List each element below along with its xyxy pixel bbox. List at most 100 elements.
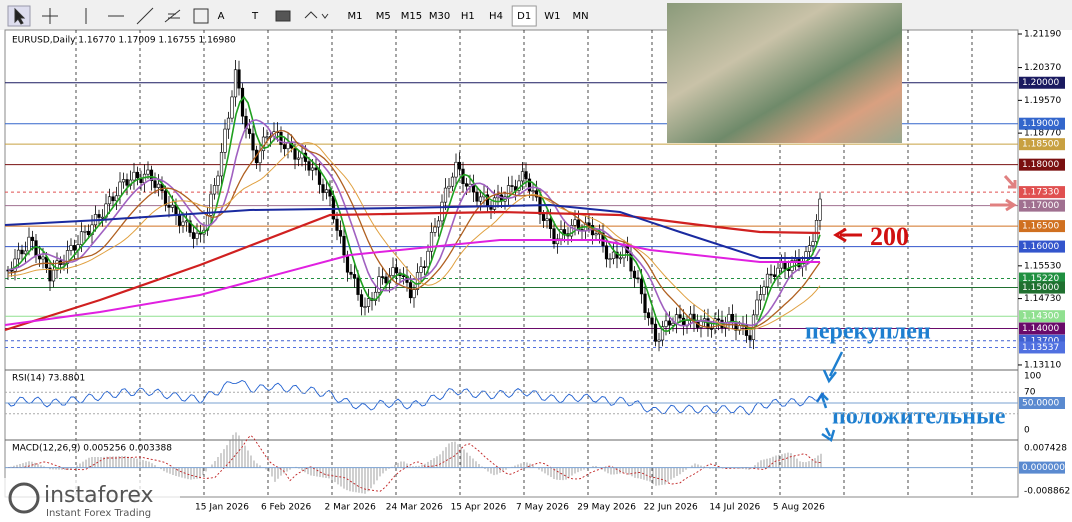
candle-body [426,250,430,268]
candle-body [636,277,640,280]
candle-body [279,132,283,145]
candle-body [436,220,441,228]
timeframe-button[interactable]: M1 [348,11,363,22]
candle-body [293,147,297,160]
candle-body [401,275,406,277]
tool-button[interactable]: T [251,11,259,22]
overbought-annotation: перекуплен [805,319,931,345]
candle-body [338,230,343,237]
candle-body [660,326,665,341]
candle-body [492,197,497,210]
macd-label: MACD(12,26,9) 0.005256 0.003388 [12,444,172,454]
candle-body [209,193,213,216]
level-label: 1.13700 [1022,336,1059,346]
candle-body [111,196,115,202]
price-label: 1.14730 [1024,294,1061,304]
candle-body [394,267,399,274]
candle-body [86,230,91,236]
candle-body [611,251,616,259]
moving-average [7,119,821,327]
candle-body [657,339,661,342]
level-box [1019,322,1065,335]
level-label: 1.13537 [1022,343,1059,353]
candle-body [534,190,539,198]
macd-level-box [1019,461,1065,474]
date-label: 6 Feb 2026 [261,503,312,513]
candle-body [618,257,623,260]
candle-body [527,178,532,192]
candle-body [818,198,822,221]
candle-body [531,190,535,192]
level-box [1019,220,1065,233]
candle-body [177,215,182,226]
candle-body [72,245,77,251]
date-label: 14 Jul 2026 [709,503,760,513]
candle-body [475,191,479,202]
candle-body [233,69,238,98]
candle-body [541,213,546,221]
timeframe-button[interactable]: W1 [544,11,560,22]
candle-body [765,273,770,288]
timeframe-button[interactable]: M30 [429,11,450,22]
candle-body [62,263,66,265]
candle-body [632,270,637,279]
candle-body [608,258,612,260]
candle-body [664,320,668,327]
level-box [1019,76,1065,89]
candle-body [440,201,444,222]
candle-body [646,312,651,319]
price-label: 1.19570 [1024,96,1061,106]
candle-body [408,282,413,299]
level-label: 1.17330 [1022,188,1059,198]
rsi-tick: 70 [1024,388,1036,398]
candle-body [552,228,556,245]
candle-body [478,196,483,202]
candle-body [450,176,455,187]
logo-icon [8,482,40,514]
candle-body [447,185,451,189]
candle-body [510,185,514,187]
candle-body [811,241,815,246]
candle-body [27,236,31,252]
timeframe-button[interactable]: D1 [517,11,531,22]
candle-body [156,183,161,188]
candle-body [548,218,553,229]
tool-icons [7,5,329,27]
candle-body [604,245,609,260]
candle-body [13,258,17,272]
candle-body [587,222,591,226]
level-label: 1.15000 [1022,283,1059,293]
tool-button[interactable]: A [218,11,225,22]
candle-body [762,286,766,295]
chart-header: EURUSD,Daily 1.16770 1.17009 1.16755 1.1… [12,36,236,46]
timeframe-button[interactable]: MN [573,11,589,22]
candle-body [314,167,318,171]
candle-body [240,87,245,117]
candle-body [412,289,416,299]
candle-body [517,180,521,191]
price-label: 1.15530 [1024,261,1061,271]
candle-body [324,189,329,193]
level-label: 1.15220 [1022,274,1059,284]
candle-body [335,218,339,231]
timeframe-button[interactable]: M15 [401,11,422,22]
candle-body [667,320,672,326]
price-label: 1.18770 [1024,129,1061,139]
candle-body [34,240,38,256]
candle-body [349,271,353,275]
candle-body [555,238,560,245]
date-label: 2 Mar 2026 [325,503,377,513]
rsi-line [7,380,825,416]
level-label: 1.18000 [1022,160,1059,170]
candle-body [184,220,189,223]
timeframe-button[interactable]: H4 [489,11,503,22]
rsi-label: RSI(14) 73.8801 [12,374,85,384]
candle-body [422,266,427,268]
timeframe-button[interactable]: M5 [376,11,391,22]
candle-body [545,218,549,221]
date-label: 29 May 2026 [577,503,636,513]
timeframe-button[interactable]: H1 [461,11,475,22]
candle-body [237,69,241,89]
arrow [833,227,862,243]
candle-body [55,260,59,271]
